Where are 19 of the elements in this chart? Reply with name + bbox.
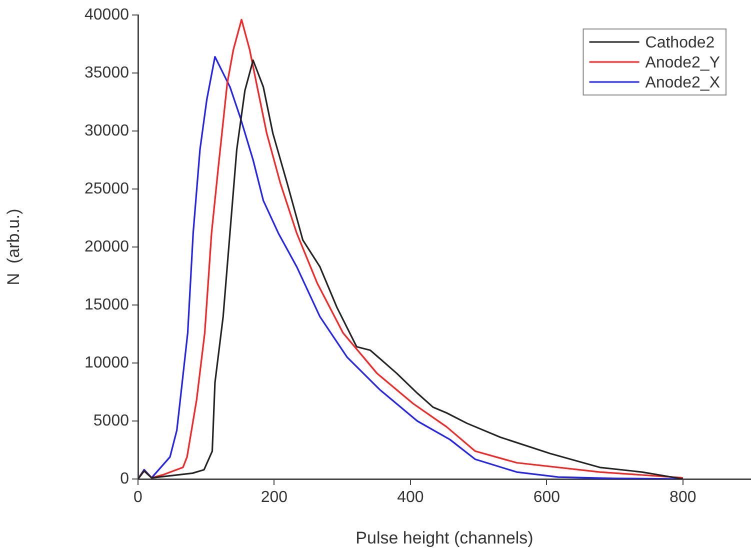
legend-label: Anode2_Y [645,54,720,72]
y-tick-label: 25000 [84,180,130,198]
y-axis-title: N (arb.u.) [4,208,23,286]
x-tick-label: 800 [670,489,696,506]
x-tick-label: 200 [260,489,288,506]
y-tick-label: 35000 [84,64,130,82]
y-tick-label: 40000 [84,6,130,24]
legend-label: Cathode2 [645,34,715,52]
y-tick-label: 30000 [84,122,130,140]
y-tick-label: 15000 [84,296,130,314]
x-tick-label: 600 [533,489,560,506]
y-tick-label: 20000 [84,238,130,256]
x-tick-label: 0 [134,489,143,506]
y-tick-label: 5000 [93,412,130,430]
x-axis-title: Pulse height (channels) [356,528,534,548]
legend-label: Anode2_X [645,74,720,92]
y-tick-label: 10000 [84,354,130,372]
x-tick-label: 400 [397,489,424,506]
y-tick-label: 0 [120,470,130,488]
